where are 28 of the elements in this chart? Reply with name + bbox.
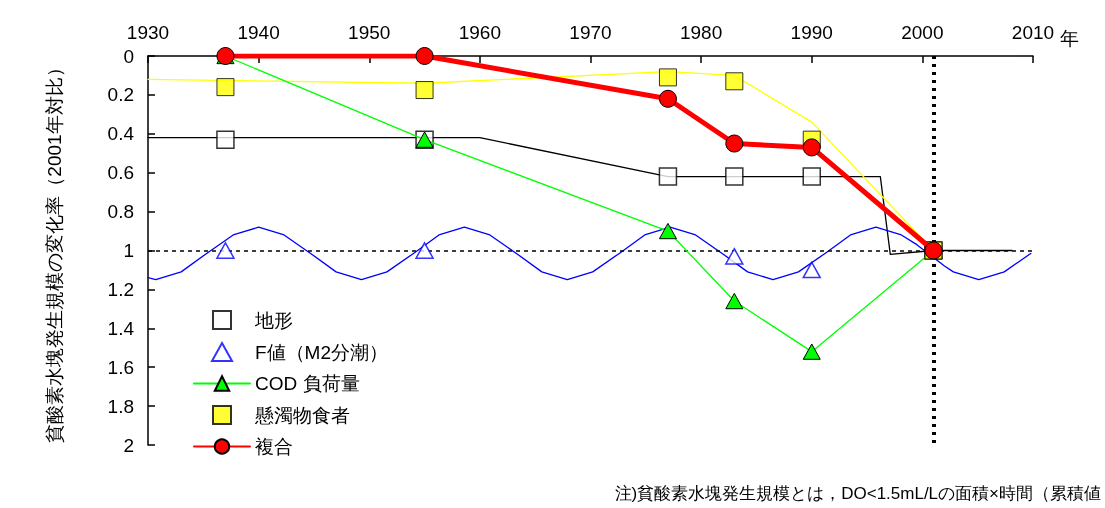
y-tick-label: 1.8: [107, 395, 134, 417]
legend-label: COD 負荷量: [255, 373, 360, 394]
x-tick-label: 1950: [348, 22, 391, 43]
y-tick-label: 2: [123, 434, 134, 456]
x-tick-label: 1960: [458, 22, 502, 43]
legend-label: 地形: [254, 309, 293, 331]
legend-label: 懸濁物食者: [254, 404, 350, 426]
x-axis-title: 年: [1060, 28, 1080, 49]
y-tick-label: 1.4: [107, 317, 135, 339]
x-tick-label: 1990: [790, 22, 833, 43]
x-tick-label: 1980: [679, 22, 723, 43]
y-tick-label: 0.6: [107, 162, 134, 184]
y-tick-label: 0.2: [107, 84, 134, 106]
x-tick-label: 2000: [901, 22, 944, 43]
y-tick-label: 0: [123, 45, 134, 67]
y-axis-title: 貧酸素水塊発生規模の変化率（2001年対比）: [43, 58, 65, 443]
x-tick-label: 1940: [237, 22, 280, 43]
text: 注)貧酸素水塊発生規模とは，DO<1.5mL/Lの面積×時間（累積値: [614, 484, 1102, 503]
y-tick-label: 1.6: [107, 356, 134, 378]
x-tick-label: 1970: [569, 22, 612, 43]
x-tick-label: 2010: [1011, 22, 1055, 43]
y-tick-label: 1.2: [107, 278, 134, 300]
legend-label: F値（M2分潮）: [255, 341, 388, 363]
y-tick-label: 0.8: [107, 201, 134, 223]
legend-label: 複合: [255, 436, 293, 457]
y-tick-label: 0.4: [107, 123, 135, 145]
y-tick-label: 1: [123, 240, 134, 261]
x-tick-label: 1930: [126, 22, 170, 43]
